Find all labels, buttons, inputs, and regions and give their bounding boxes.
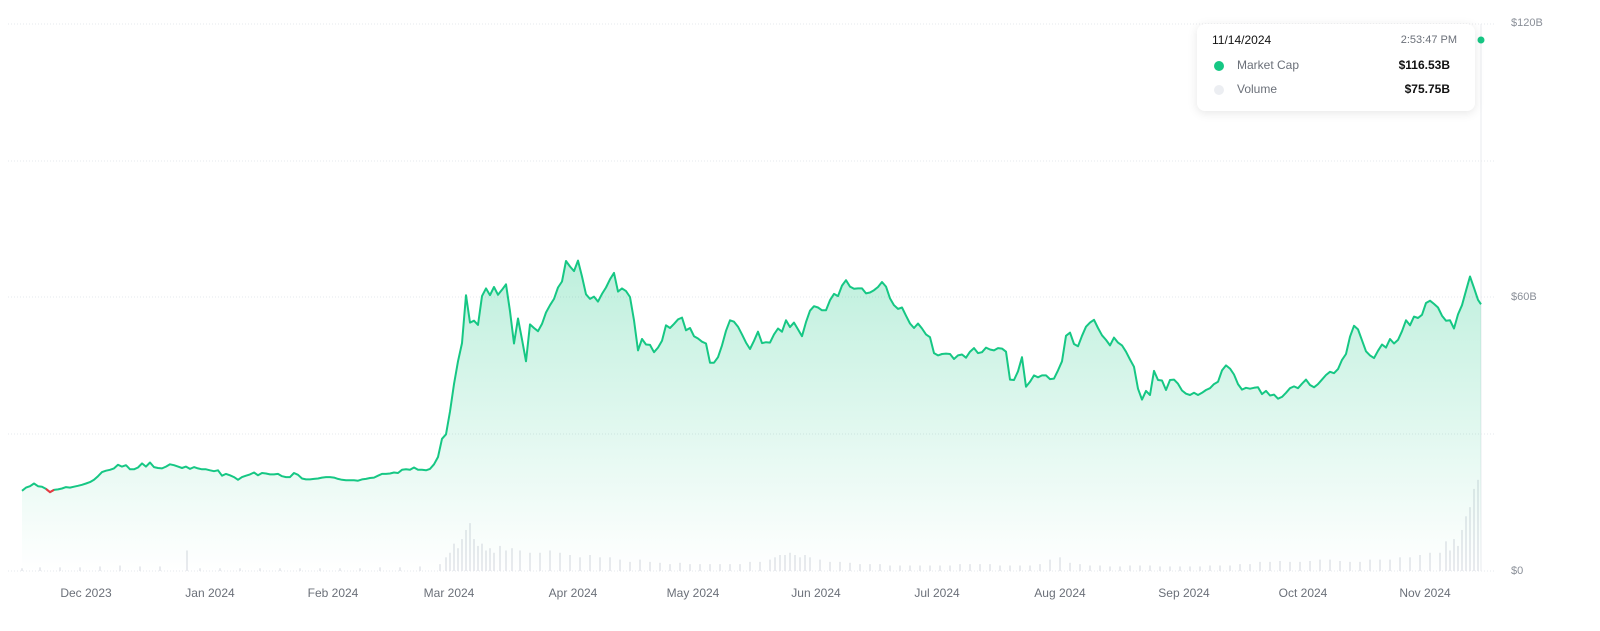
tooltip-date: 11/14/2024	[1212, 33, 1272, 47]
tooltip-row-market-cap: Market Cap $116.53B	[1212, 57, 1450, 75]
tooltip-label: Market Cap	[1237, 58, 1300, 72]
market-cap-line[interactable]	[21, 259, 1482, 494]
x-axis-tick: Sep 2024	[1158, 586, 1210, 600]
x-axis-tick: Jul 2024	[914, 586, 960, 600]
current-point-marker	[1477, 36, 1485, 44]
y-axis-tick-120b: $120B	[1511, 17, 1543, 29]
volume-legend-dot-icon	[1214, 85, 1224, 95]
tooltip-value: $116.53B	[1398, 58, 1450, 72]
tooltip-time: 2:53:47 PM	[1400, 34, 1457, 46]
tooltip-row-volume: Volume $75.75B	[1212, 81, 1450, 99]
y-axis-tick-60b: $60B	[1511, 291, 1537, 303]
x-axis-tick: Apr 2024	[548, 586, 598, 600]
chart-tooltip: 11/14/2024 2:53:47 PM Market Cap $116.53…	[1197, 24, 1475, 111]
x-axis-tick: Feb 2024	[307, 586, 359, 600]
x-axis-tick: Nov 2024	[1399, 586, 1451, 600]
x-axis-tick: Aug 2024	[1034, 586, 1086, 600]
x-axis-tick: Jan 2024	[185, 586, 235, 600]
tooltip-value: $75.75B	[1404, 82, 1450, 96]
market-cap-area	[22, 260, 1481, 571]
market-cap-legend-dot-icon	[1214, 61, 1224, 71]
x-axis-tick: May 2024	[666, 586, 720, 600]
x-axis-tick: Oct 2024	[1278, 586, 1328, 600]
y-axis-tick-0: $0	[1511, 565, 1524, 577]
tooltip-label: Volume	[1237, 82, 1278, 96]
x-axis-tick: Dec 2023	[60, 586, 112, 600]
x-axis-tick: Jun 2024	[791, 586, 841, 600]
market-cap-line-down-segment	[45, 488, 55, 494]
x-axis-tick: Mar 2024	[423, 586, 475, 600]
